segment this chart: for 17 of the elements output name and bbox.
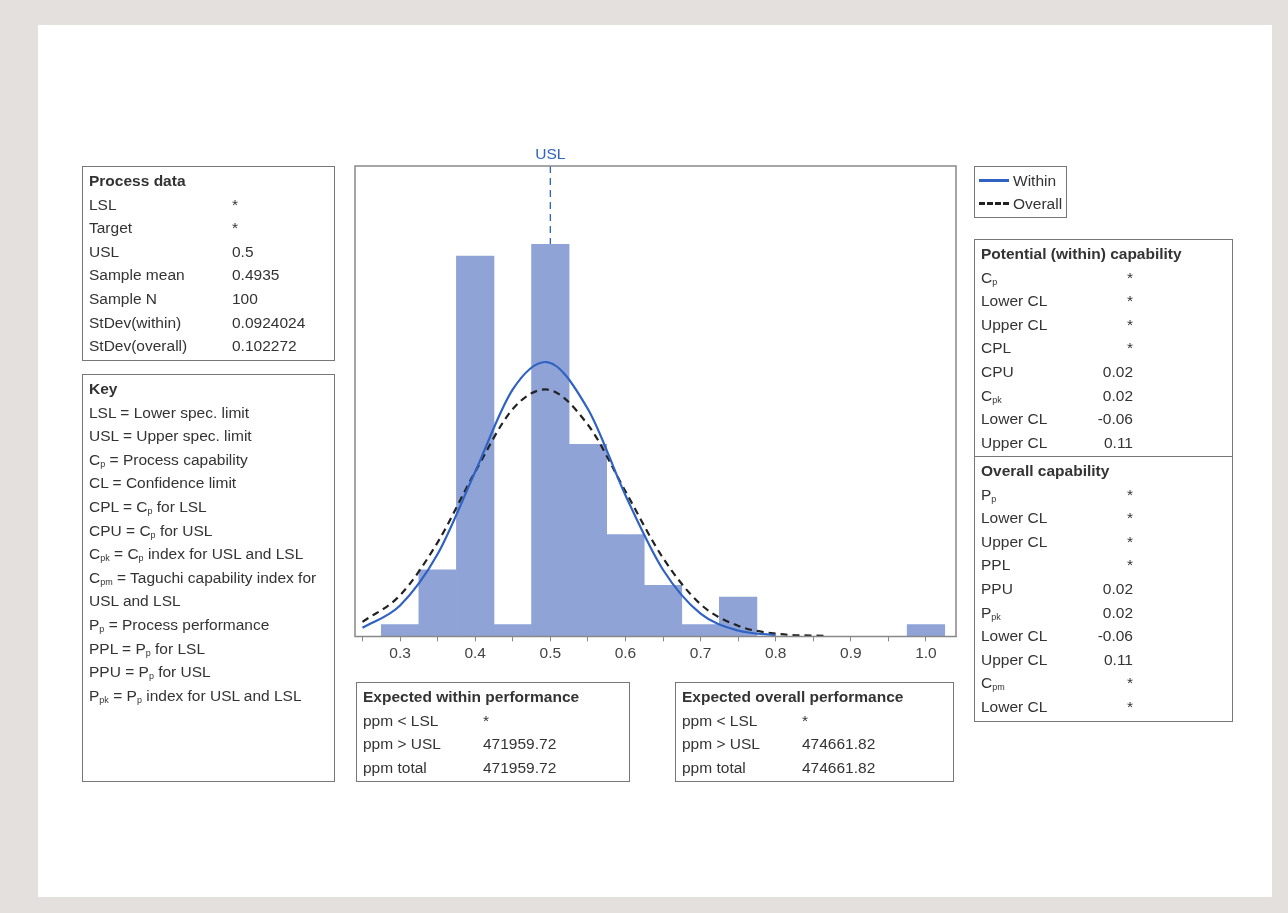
x-tick-label: 0.6 <box>614 643 637 661</box>
text: Key LSL = Lower spec. limit USL = Upper spec. limit C$_{p}$ = Process capability CL = Confidence limit CPL = C$_{p}$ for LSL CPU = C$_{p}$ for USL C$_{pk}$ = C$_{p}$ index for USL and LSL C$_{pm}$ = Taguchi capability index for USL and LSL P$_{p}$ = Process performance PPL = P$_{p}$ for LSL PPU = P$_{p}$ for USL P$_{pk}$ = P$_{p}$ index for USL and LSL <box>89 380 317 705</box>
x-tick-label: 0.7 <box>689 643 712 661</box>
legend-label: Within <box>1013 171 1057 191</box>
ref-line-label: USL <box>535 144 566 162</box>
x-tick-label: 0.3 <box>389 643 411 661</box>
text: Expected within performance ppm < LSL * ppm > USL 471959.72 ppm total 471959.72 <box>363 688 580 776</box>
x-tick-label: 0.5 <box>539 643 562 661</box>
legend-label: Overall <box>1013 194 1063 214</box>
x-tick-label: 0.4 <box>464 643 487 661</box>
x-tick-label: 0.8 <box>764 643 787 661</box>
text: Process data LSL * Target * USL 0.5 Sample mean 0.4935 Sample N 100 StDev(within) 0.0924024 StDev(overall) 0.102272 <box>89 172 306 355</box>
text: Expected overall performance ppm < LSL * ppm > USL 474661.82 ppm total 474661.82 <box>682 688 904 776</box>
text: Potential (within) capability C$_{p}$ * Lower CL * Upper CL * CPL * CPU 0.02 C$_{pk}$ 0.02 Lower CL -0.06 Upper CL 0.11 <box>981 245 1182 451</box>
text: Overall capability P$_{p}$ * Lower CL * Upper CL * PPL * PPU 0.02 P$_{pk}$ 0.02 Lower CL -0.06 Upper CL 0.11 C$_{pm}$ * Lower CL * <box>981 462 1133 715</box>
x-tick-label: 1.0 <box>915 643 938 661</box>
x-tick-label: 0.9 <box>840 643 862 661</box>
